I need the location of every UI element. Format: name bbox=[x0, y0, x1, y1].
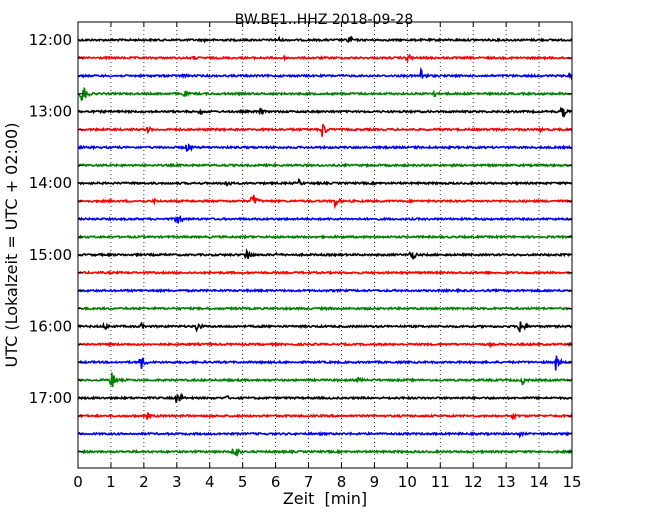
seismic-trace bbox=[77, 53, 573, 64]
y-tick-label: 17:00 bbox=[29, 389, 72, 407]
x-tick-label: 15 bbox=[562, 473, 581, 491]
chart-title: BW.BE1..HHZ 2018-09-28 bbox=[235, 12, 414, 28]
x-tick-label: 14 bbox=[530, 473, 549, 491]
grid-lines bbox=[110, 22, 540, 468]
seismic-trace bbox=[77, 194, 573, 210]
x-tick-label: 10 bbox=[398, 473, 417, 491]
seismic-trace bbox=[77, 412, 573, 421]
seismic-trace bbox=[77, 305, 573, 312]
x-tick-label: 13 bbox=[497, 473, 516, 491]
seismic-trace bbox=[77, 177, 573, 187]
seismic-trace bbox=[77, 233, 573, 240]
trace-group bbox=[77, 35, 573, 458]
seismic-trace bbox=[77, 392, 573, 404]
x-tick-label: 4 bbox=[205, 473, 215, 491]
x-tick-label: 8 bbox=[337, 473, 347, 491]
x-tick-label: 11 bbox=[431, 473, 450, 491]
seismic-trace bbox=[77, 214, 573, 224]
y-axis-ticks: 12:00 13:00 14:00 15:00 16:00 17:00 bbox=[29, 31, 572, 453]
seismic-trace bbox=[77, 431, 573, 439]
seismic-trace bbox=[77, 123, 573, 137]
plot-frame bbox=[77, 21, 573, 469]
seismic-trace bbox=[77, 106, 573, 119]
x-tick-label: 1 bbox=[106, 473, 116, 491]
seismic-trace bbox=[77, 66, 573, 81]
x-axis-ticks: 0 1 2 3 4 5 6 7 8 9 10 11 12 13 14 15 bbox=[73, 22, 582, 491]
seismic-trace bbox=[77, 162, 573, 169]
seismic-trace bbox=[77, 372, 573, 388]
x-tick-label: 0 bbox=[73, 473, 83, 491]
seismic-trace bbox=[77, 287, 573, 294]
y-tick-label: 16:00 bbox=[29, 317, 72, 335]
seismic-trace bbox=[77, 87, 573, 102]
seismic-trace bbox=[77, 143, 573, 153]
y-tick-label: 14:00 bbox=[29, 174, 72, 192]
seismic-trace bbox=[77, 269, 573, 276]
x-tick-label: 12 bbox=[464, 473, 483, 491]
seismic-trace bbox=[77, 35, 573, 44]
x-tick-label: 7 bbox=[304, 473, 314, 491]
x-tick-label: 5 bbox=[238, 473, 248, 491]
y-axis-label: UTC (Lokalzeit = UTC + 02:00) bbox=[2, 123, 21, 368]
seismic-trace bbox=[77, 448, 573, 458]
seismic-trace bbox=[77, 321, 573, 333]
x-tick-label: 9 bbox=[370, 473, 380, 491]
x-axis-label: Zeit [min] bbox=[283, 489, 367, 508]
seismic-trace bbox=[77, 355, 573, 371]
x-tick-label: 2 bbox=[139, 473, 149, 491]
y-tick-label: 12:00 bbox=[29, 31, 72, 49]
y-tick-label: 15:00 bbox=[29, 246, 72, 264]
seismic-trace bbox=[77, 248, 573, 261]
x-tick-label: 6 bbox=[271, 473, 281, 491]
x-tick-label: 3 bbox=[172, 473, 182, 491]
seismic-trace bbox=[77, 341, 573, 349]
y-tick-label: 13:00 bbox=[29, 103, 72, 121]
